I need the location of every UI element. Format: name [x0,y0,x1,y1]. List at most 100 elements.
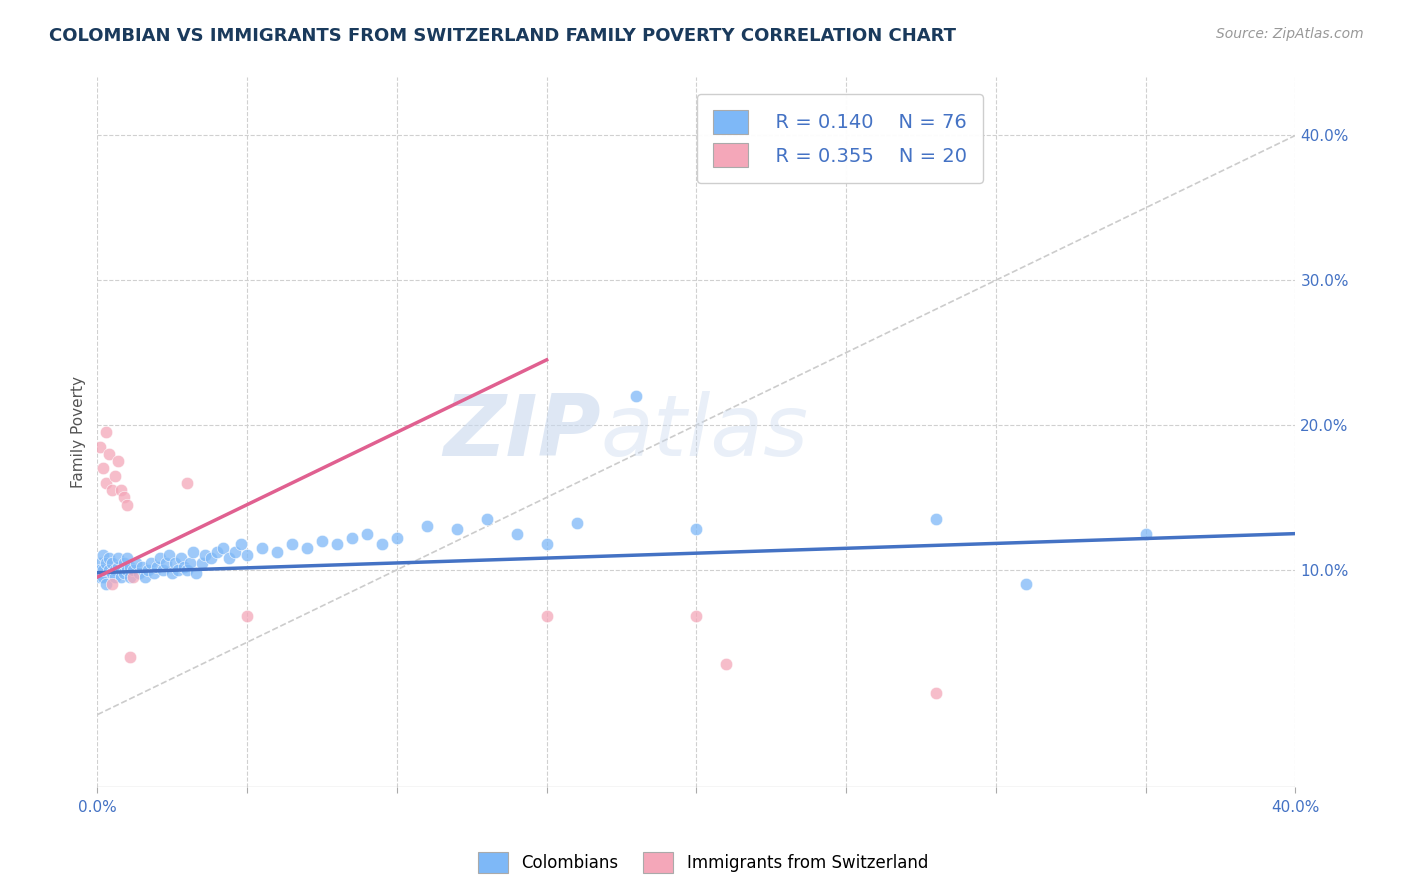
Point [340,531,363,545]
Point [155,556,177,570]
Point [167,563,190,577]
Legend: Colombians, Immigrants from Switzerland: Colombians, Immigrants from Switzerland [471,846,935,880]
Point [416,519,439,533]
Point [96,475,118,490]
Point [173,560,195,574]
Text: atlas: atlas [600,391,808,474]
Point [176,563,198,577]
Point [96,425,118,440]
Point [134,570,156,584]
Point [93,549,115,563]
Point [371,537,394,551]
Point [120,649,142,664]
Point [89,440,111,454]
Point [160,566,183,580]
Point [194,549,217,563]
Point [176,475,198,490]
Point [565,516,588,531]
Point [685,609,707,624]
Point [110,483,132,498]
Point [146,560,169,574]
Point [143,566,166,580]
Point [925,512,948,526]
Point [117,563,139,577]
Point [200,551,222,566]
Text: Source: ZipAtlas.com: Source: ZipAtlas.com [1216,27,1364,41]
Point [179,556,201,570]
Point [385,531,408,545]
Point [110,570,132,584]
Point [311,533,333,548]
Point [212,541,235,555]
Point [122,570,145,584]
Point [104,570,127,584]
Point [475,512,498,526]
Point [107,560,129,574]
Point [101,566,124,580]
Point [112,556,135,570]
Point [229,537,252,551]
Point [152,563,174,577]
Point [117,498,139,512]
Text: COLOMBIAN VS IMMIGRANTS FROM SWITZERLAND FAMILY POVERTY CORRELATION CHART: COLOMBIAN VS IMMIGRANTS FROM SWITZERLAND… [49,27,956,45]
Point [101,556,124,570]
Point [536,609,558,624]
Point [281,537,304,551]
Point [1015,577,1038,591]
Point [141,556,163,570]
Point [165,556,187,570]
Point [685,522,707,536]
Point [131,560,153,574]
Point [236,549,259,563]
Point [96,556,118,570]
Point [716,657,738,671]
Point [505,526,527,541]
Point [136,563,159,577]
Point [536,537,558,551]
Point [295,541,318,555]
Point [218,551,240,566]
Point [224,545,246,559]
Point [120,560,142,574]
Point [191,556,214,570]
Point [117,551,139,566]
Point [89,570,111,584]
Point [98,447,121,461]
Point [89,563,111,577]
Point [112,566,135,580]
Point [149,551,172,566]
Point [104,563,127,577]
Point [356,526,378,541]
Point [98,563,121,577]
Point [93,563,115,577]
Point [96,577,118,591]
Point [128,566,150,580]
Point [112,491,135,505]
Point [925,686,948,700]
Point [120,570,142,584]
Point [110,563,132,577]
Point [326,537,349,551]
Legend:   R = 0.140    N = 76,   R = 0.355    N = 20: R = 0.140 N = 76, R = 0.355 N = 20 [697,95,983,183]
Point [186,566,208,580]
Point [98,551,121,566]
Point [1135,526,1157,541]
Point [101,577,124,591]
Point [107,454,129,468]
Point [236,609,259,624]
Point [181,545,204,559]
Point [93,570,115,584]
Point [266,545,288,559]
Point [93,461,115,475]
Point [122,563,145,577]
Point [157,549,180,563]
Point [170,551,193,566]
Point [125,556,148,570]
Point [205,545,228,559]
Point [626,389,648,403]
Point [101,483,124,498]
Point [89,556,111,570]
Point [104,468,127,483]
Point [107,551,129,566]
Text: ZIP: ZIP [443,391,600,474]
